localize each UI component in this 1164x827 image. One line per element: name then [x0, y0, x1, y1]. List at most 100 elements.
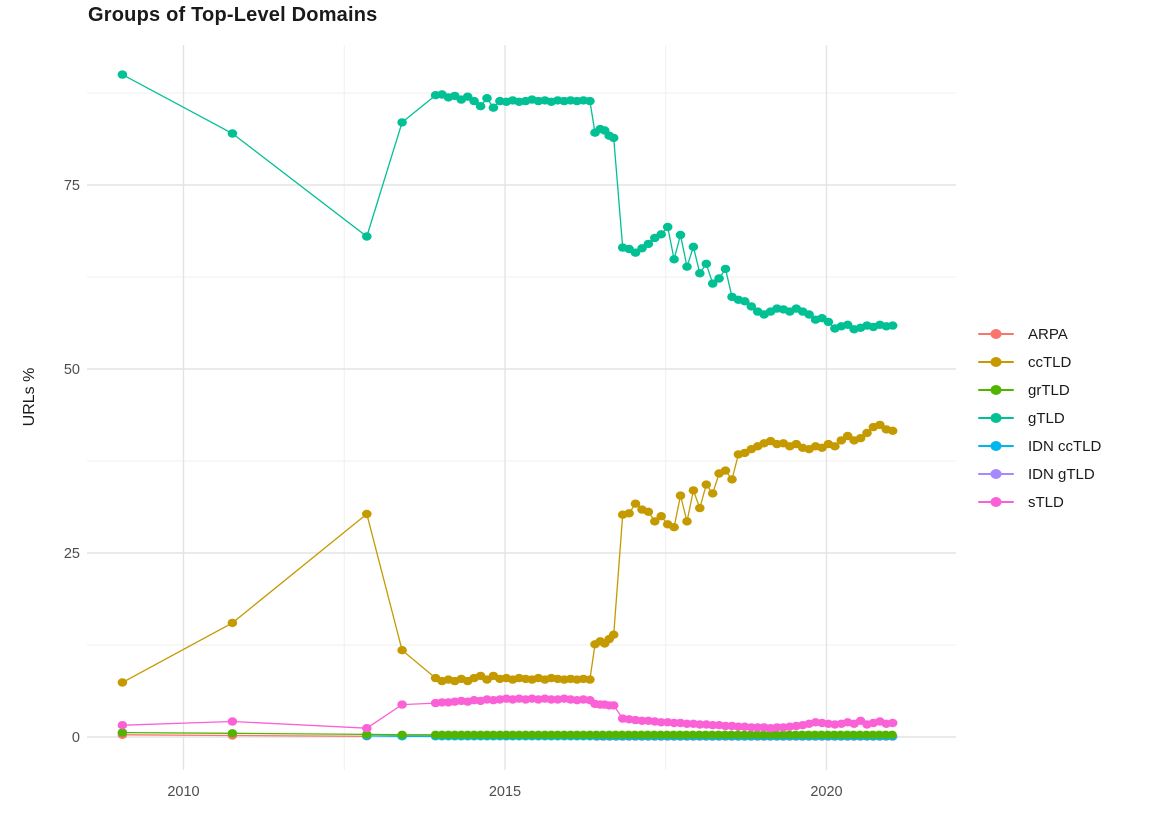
data-point-ccTLD — [669, 523, 679, 532]
data-point-ccTLD — [862, 428, 872, 438]
legend-label: ccTLD — [1028, 353, 1072, 371]
data-point-gTLD — [662, 222, 673, 232]
data-point-gTLD — [630, 248, 641, 257]
data-point-sTLD — [887, 718, 898, 728]
data-point-gTLD — [720, 264, 731, 274]
data-point-ccTLD — [675, 491, 686, 500]
data-point-grTLD — [397, 730, 407, 739]
data-point-ccTLD — [875, 420, 885, 430]
legend-item-idn-cctld: IDN ccTLD — [978, 432, 1101, 460]
y-tick-label: 75 — [64, 178, 80, 194]
legend-label: gTLD — [1028, 409, 1065, 427]
y-tick-label: 25 — [64, 546, 80, 562]
data-point-gTLD — [823, 317, 834, 327]
data-point-grTLD — [227, 729, 238, 738]
data-point-grTLD — [887, 730, 897, 739]
legend-key-icon — [978, 495, 1014, 509]
legend-label: grTLD — [1028, 381, 1070, 399]
data-point-ccTLD — [397, 646, 407, 655]
legend: ARPA ccTLD grTLD gTLD IDN ccTLD IDN gTLD sTLD — [978, 320, 1101, 516]
x-tick-label: 2015 — [489, 784, 521, 800]
data-point-gTLD — [804, 310, 814, 319]
legend-key-icon — [978, 467, 1014, 481]
data-point-grTLD — [362, 730, 372, 739]
legend-item-idn-gtld: IDN gTLD — [978, 460, 1101, 488]
legend-label: IDN gTLD — [1028, 465, 1095, 483]
legend-item-stld: sTLD — [978, 488, 1101, 516]
data-point-ccTLD — [695, 503, 705, 513]
data-point-gTLD — [482, 94, 492, 103]
data-point-gTLD — [707, 279, 718, 288]
data-point-ccTLD — [887, 426, 898, 435]
data-point-gTLD — [643, 239, 654, 249]
series-line-gTLD — [122, 74, 893, 330]
data-point-gTLD — [842, 320, 853, 329]
data-point-gTLD — [675, 230, 686, 240]
data-point-ccTLD — [727, 475, 737, 484]
legend-key-icon — [978, 411, 1014, 425]
data-point-ccTLD — [720, 466, 731, 475]
data-point-ccTLD — [643, 507, 654, 516]
data-point-ccTLD — [227, 618, 238, 628]
data-point-gTLD — [701, 259, 712, 268]
data-point-sTLD — [608, 701, 619, 710]
legend-dot-icon — [990, 469, 1002, 479]
data-point-gTLD — [488, 103, 499, 112]
series-line-ARPA — [122, 734, 367, 737]
data-point-gTLD — [469, 96, 479, 106]
legend-dot-icon — [990, 385, 1002, 395]
data-point-ccTLD — [630, 499, 641, 508]
data-point-gTLD — [695, 269, 705, 278]
data-point-gTLD — [608, 133, 619, 143]
legend-key-icon — [978, 439, 1014, 453]
data-point-ccTLD — [701, 480, 712, 489]
x-tick-label: 2020 — [810, 784, 842, 800]
data-point-ccTLD — [362, 509, 372, 519]
legend-label: IDN ccTLD — [1028, 437, 1102, 455]
data-point-ccTLD — [608, 630, 619, 639]
legend-key-icon — [978, 355, 1014, 369]
legend-dot-icon — [990, 441, 1002, 451]
x-tick-label: 2010 — [167, 784, 199, 800]
data-point-gTLD — [475, 102, 486, 111]
data-point-sTLD — [227, 717, 238, 726]
legend-dot-icon — [990, 413, 1002, 423]
data-point-ccTLD — [585, 675, 595, 684]
legend-item-gtld: gTLD — [978, 404, 1101, 432]
data-point-sTLD — [397, 700, 407, 709]
legend-dot-icon — [990, 497, 1002, 507]
data-point-gTLD — [656, 230, 666, 239]
legend-key-icon — [978, 383, 1014, 397]
legend-label: sTLD — [1028, 493, 1064, 511]
legend-label: ARPA — [1028, 325, 1068, 343]
legend-dot-icon — [990, 329, 1002, 339]
data-point-sTLD — [362, 724, 372, 733]
y-tick-label: 0 — [72, 730, 80, 746]
data-point-gTLD — [362, 232, 372, 241]
data-point-ccTLD — [656, 512, 666, 521]
data-point-gTLD — [688, 242, 699, 251]
data-point-grTLD — [117, 728, 128, 737]
data-point-ccTLD — [624, 509, 634, 518]
legend-dot-icon — [990, 357, 1002, 367]
data-point-gTLD — [117, 70, 128, 79]
data-point-gTLD — [740, 297, 750, 306]
legend-key-icon — [978, 327, 1014, 341]
legend-item-grtld: grTLD — [978, 376, 1101, 404]
data-point-ccTLD — [855, 434, 866, 443]
legend-item-cctld: ccTLD — [978, 348, 1101, 376]
data-point-ccTLD — [688, 486, 699, 495]
data-point-sTLD — [117, 721, 128, 730]
data-point-gTLD — [669, 255, 679, 264]
data-point-gTLD — [397, 118, 407, 127]
data-point-ccTLD — [682, 517, 692, 526]
y-tick-label: 50 — [64, 362, 80, 378]
legend-item-arpa: ARPA — [978, 320, 1101, 348]
data-point-ccTLD — [830, 442, 840, 451]
data-point-ccTLD — [707, 489, 718, 498]
data-point-gTLD — [227, 129, 238, 138]
data-point-gTLD — [585, 96, 595, 106]
data-point-gTLD — [887, 321, 898, 330]
